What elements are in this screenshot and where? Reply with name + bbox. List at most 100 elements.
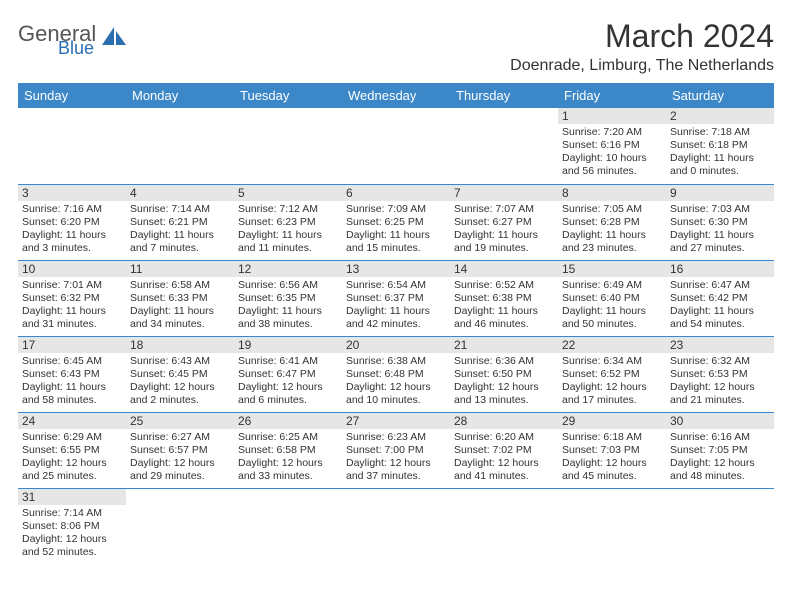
day-number: 20 — [342, 337, 450, 353]
day-details: Sunrise: 7:09 AMSunset: 6:25 PMDaylight:… — [342, 201, 450, 260]
sunset-text: Sunset: 7:00 PM — [346, 444, 446, 457]
day-number: 8 — [558, 185, 666, 201]
calendar-row: 1Sunrise: 7:20 AMSunset: 6:16 PMDaylight… — [18, 108, 774, 184]
weekday-header: Wednesday — [342, 83, 450, 108]
day-number: 18 — [126, 337, 234, 353]
day-details: Sunrise: 6:54 AMSunset: 6:37 PMDaylight:… — [342, 277, 450, 336]
sunrise-text: Sunrise: 6:29 AM — [22, 431, 122, 444]
sunset-text: Sunset: 6:48 PM — [346, 368, 446, 381]
calendar-cell: 25Sunrise: 6:27 AMSunset: 6:57 PMDayligh… — [126, 412, 234, 488]
calendar-cell: 29Sunrise: 6:18 AMSunset: 7:03 PMDayligh… — [558, 412, 666, 488]
day-details: Sunrise: 6:58 AMSunset: 6:33 PMDaylight:… — [126, 277, 234, 336]
day-number: 21 — [450, 337, 558, 353]
day-details: Sunrise: 6:43 AMSunset: 6:45 PMDaylight:… — [126, 353, 234, 412]
daylight-text: Daylight: 11 hours and 23 minutes. — [562, 229, 662, 255]
calendar-row: 31Sunrise: 7:14 AMSunset: 8:06 PMDayligh… — [18, 488, 774, 564]
day-number: 4 — [126, 185, 234, 201]
sunset-text: Sunset: 6:18 PM — [670, 139, 770, 152]
sunrise-text: Sunrise: 6:43 AM — [130, 355, 230, 368]
day-number: 2 — [666, 108, 774, 124]
sunrise-text: Sunrise: 7:03 AM — [670, 203, 770, 216]
day-number: 5 — [234, 185, 342, 201]
sunrise-text: Sunrise: 6:52 AM — [454, 279, 554, 292]
calendar-cell: 28Sunrise: 6:20 AMSunset: 7:02 PMDayligh… — [450, 412, 558, 488]
sail-icon — [100, 25, 128, 54]
calendar-cell: 11Sunrise: 6:58 AMSunset: 6:33 PMDayligh… — [126, 260, 234, 336]
day-number: 7 — [450, 185, 558, 201]
calendar-row: 24Sunrise: 6:29 AMSunset: 6:55 PMDayligh… — [18, 412, 774, 488]
calendar-cell: 5Sunrise: 7:12 AMSunset: 6:23 PMDaylight… — [234, 184, 342, 260]
day-number: 19 — [234, 337, 342, 353]
daylight-text: Daylight: 11 hours and 31 minutes. — [22, 305, 122, 331]
day-details: Sunrise: 6:23 AMSunset: 7:00 PMDaylight:… — [342, 429, 450, 488]
day-details: Sunrise: 7:05 AMSunset: 6:28 PMDaylight:… — [558, 201, 666, 260]
sunrise-text: Sunrise: 6:47 AM — [670, 279, 770, 292]
daylight-text: Daylight: 12 hours and 17 minutes. — [562, 381, 662, 407]
sunset-text: Sunset: 6:50 PM — [454, 368, 554, 381]
day-details: Sunrise: 7:18 AMSunset: 6:18 PMDaylight:… — [666, 124, 774, 183]
sunset-text: Sunset: 6:37 PM — [346, 292, 446, 305]
weekday-header: Monday — [126, 83, 234, 108]
calendar-cell: 4Sunrise: 7:14 AMSunset: 6:21 PMDaylight… — [126, 184, 234, 260]
day-details: Sunrise: 7:01 AMSunset: 6:32 PMDaylight:… — [18, 277, 126, 336]
daylight-text: Daylight: 11 hours and 11 minutes. — [238, 229, 338, 255]
page-title: March 2024 — [510, 18, 774, 55]
day-details: Sunrise: 6:36 AMSunset: 6:50 PMDaylight:… — [450, 353, 558, 412]
day-number: 6 — [342, 185, 450, 201]
calendar-cell — [342, 488, 450, 564]
day-details: Sunrise: 6:34 AMSunset: 6:52 PMDaylight:… — [558, 353, 666, 412]
weekday-header: Sunday — [18, 83, 126, 108]
sunrise-text: Sunrise: 7:01 AM — [22, 279, 122, 292]
sunset-text: Sunset: 6:27 PM — [454, 216, 554, 229]
daylight-text: Daylight: 11 hours and 3 minutes. — [22, 229, 122, 255]
sunset-text: Sunset: 8:06 PM — [22, 520, 122, 533]
title-block: March 2024 Doenrade, Limburg, The Nether… — [510, 18, 774, 75]
day-details: Sunrise: 7:14 AMSunset: 8:06 PMDaylight:… — [18, 505, 126, 564]
sunrise-text: Sunrise: 7:14 AM — [130, 203, 230, 216]
day-number: 14 — [450, 261, 558, 277]
day-details: Sunrise: 7:14 AMSunset: 6:21 PMDaylight:… — [126, 201, 234, 260]
day-details: Sunrise: 6:32 AMSunset: 6:53 PMDaylight:… — [666, 353, 774, 412]
sunrise-text: Sunrise: 7:16 AM — [22, 203, 122, 216]
day-details: Sunrise: 6:16 AMSunset: 7:05 PMDaylight:… — [666, 429, 774, 488]
day-details: Sunrise: 6:47 AMSunset: 6:42 PMDaylight:… — [666, 277, 774, 336]
day-details: Sunrise: 6:18 AMSunset: 7:03 PMDaylight:… — [558, 429, 666, 488]
daylight-text: Daylight: 11 hours and 38 minutes. — [238, 305, 338, 331]
calendar-table: Sunday Monday Tuesday Wednesday Thursday… — [18, 83, 774, 564]
day-number: 3 — [18, 185, 126, 201]
weekday-header: Saturday — [666, 83, 774, 108]
day-details: Sunrise: 6:27 AMSunset: 6:57 PMDaylight:… — [126, 429, 234, 488]
daylight-text: Daylight: 11 hours and 19 minutes. — [454, 229, 554, 255]
calendar-cell — [234, 108, 342, 184]
day-details: Sunrise: 6:20 AMSunset: 7:02 PMDaylight:… — [450, 429, 558, 488]
calendar-cell: 21Sunrise: 6:36 AMSunset: 6:50 PMDayligh… — [450, 336, 558, 412]
calendar-cell: 10Sunrise: 7:01 AMSunset: 6:32 PMDayligh… — [18, 260, 126, 336]
weekday-header: Thursday — [450, 83, 558, 108]
day-details: Sunrise: 7:03 AMSunset: 6:30 PMDaylight:… — [666, 201, 774, 260]
sunrise-text: Sunrise: 7:18 AM — [670, 126, 770, 139]
daylight-text: Daylight: 12 hours and 21 minutes. — [670, 381, 770, 407]
calendar-cell: 1Sunrise: 7:20 AMSunset: 6:16 PMDaylight… — [558, 108, 666, 184]
daylight-text: Daylight: 12 hours and 6 minutes. — [238, 381, 338, 407]
calendar-cell — [18, 108, 126, 184]
sunset-text: Sunset: 6:53 PM — [670, 368, 770, 381]
sunrise-text: Sunrise: 6:54 AM — [346, 279, 446, 292]
calendar-cell — [126, 488, 234, 564]
calendar-cell — [558, 488, 666, 564]
weekday-header: Tuesday — [234, 83, 342, 108]
calendar-cell: 23Sunrise: 6:32 AMSunset: 6:53 PMDayligh… — [666, 336, 774, 412]
calendar-cell: 26Sunrise: 6:25 AMSunset: 6:58 PMDayligh… — [234, 412, 342, 488]
sunrise-text: Sunrise: 7:20 AM — [562, 126, 662, 139]
daylight-text: Daylight: 12 hours and 52 minutes. — [22, 533, 122, 559]
sunset-text: Sunset: 6:30 PM — [670, 216, 770, 229]
sunrise-text: Sunrise: 6:23 AM — [346, 431, 446, 444]
calendar-cell: 15Sunrise: 6:49 AMSunset: 6:40 PMDayligh… — [558, 260, 666, 336]
calendar-row: 17Sunrise: 6:45 AMSunset: 6:43 PMDayligh… — [18, 336, 774, 412]
sunset-text: Sunset: 6:35 PM — [238, 292, 338, 305]
day-number: 13 — [342, 261, 450, 277]
day-details: Sunrise: 7:20 AMSunset: 6:16 PMDaylight:… — [558, 124, 666, 183]
calendar-cell — [342, 108, 450, 184]
calendar-cell: 8Sunrise: 7:05 AMSunset: 6:28 PMDaylight… — [558, 184, 666, 260]
daylight-text: Daylight: 11 hours and 27 minutes. — [670, 229, 770, 255]
calendar-cell: 2Sunrise: 7:18 AMSunset: 6:18 PMDaylight… — [666, 108, 774, 184]
